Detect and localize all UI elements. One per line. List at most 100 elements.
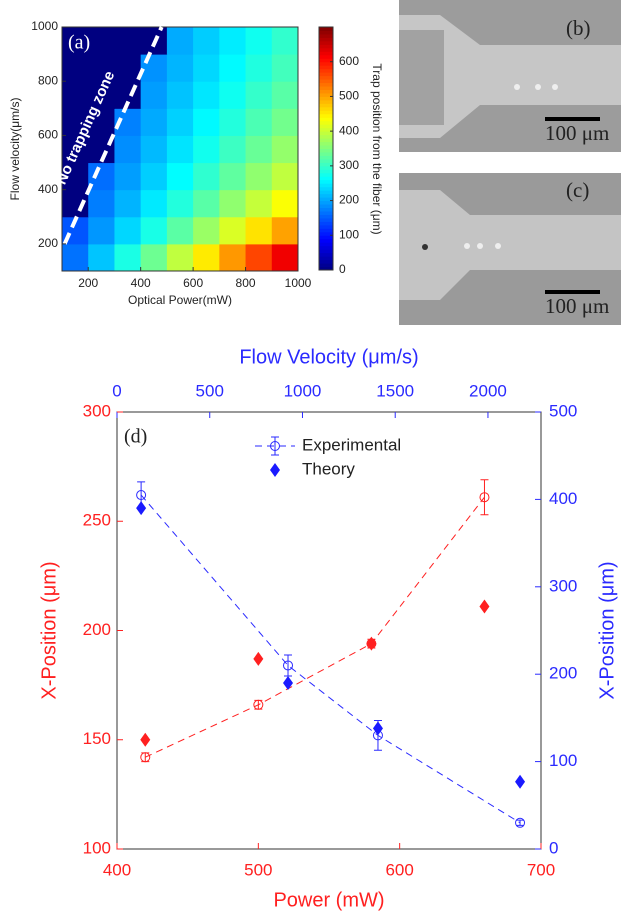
colorbar-segment — [319, 27, 333, 31]
colorbar-segment — [319, 124, 333, 129]
colorbar-segment — [319, 75, 333, 80]
heatmap-cell — [219, 162, 247, 191]
particle — [535, 84, 541, 90]
heatmap-cell — [166, 243, 194, 272]
channel — [399, 15, 621, 138]
circle-marker — [515, 817, 526, 828]
heatmap-cell — [114, 27, 142, 55]
colorbar-segment — [319, 259, 333, 264]
heatmap-cell — [271, 27, 299, 55]
colorbar-segment — [319, 162, 333, 167]
x-tick-label: 200 — [78, 276, 98, 290]
scale-label: 100 μm — [545, 294, 609, 318]
heatmap-cell — [271, 243, 299, 272]
colorbar-segment — [319, 120, 333, 125]
colorbar-segment — [319, 155, 333, 160]
y-tick-label: 800 — [38, 73, 58, 87]
heatmap-cell — [219, 81, 247, 109]
heatmap-cell — [88, 108, 115, 136]
colorbar-segment — [319, 47, 333, 52]
heatmap-cell — [245, 135, 273, 164]
heatmap-cell — [193, 243, 220, 272]
circle-marker — [253, 699, 264, 710]
legend-marker — [270, 441, 280, 451]
heatmap-cell — [62, 108, 89, 136]
colorbar-segment — [319, 61, 333, 66]
heatmap-cell — [140, 243, 168, 272]
particle — [464, 243, 470, 249]
heatmap-cell — [193, 54, 220, 82]
heatmap-cell — [193, 135, 220, 164]
diamond-marker — [366, 636, 377, 651]
colorbar-segment — [319, 89, 333, 94]
colorbar-segment — [319, 145, 333, 149]
x-tick-label: 400 — [103, 860, 131, 879]
colorbar-tick-label: 500 — [339, 89, 359, 103]
boundary-line — [62, 26, 164, 245]
heatmap-cell — [245, 27, 273, 55]
heatmap-cell — [88, 81, 115, 109]
colorbar-label: Trap position from the fiber (μm) — [370, 63, 384, 234]
colorbar-segment — [319, 79, 333, 84]
colorbar-tick-label: 400 — [339, 123, 359, 137]
diamond-marker — [136, 501, 147, 516]
y-axis-label: Flow velocity(μm/s) — [8, 98, 22, 201]
heatmap-cell — [219, 135, 247, 164]
micrograph-b — [399, 0, 621, 152]
y2-tick-label: 300 — [549, 576, 577, 595]
y-tick-label: 200 — [38, 236, 58, 250]
channel — [399, 190, 621, 300]
colorbar-segment — [319, 186, 333, 191]
x-tick-label: 1000 — [285, 276, 312, 290]
y-tick-label: 400 — [38, 182, 58, 196]
colorbar-tick-label: 200 — [339, 193, 359, 207]
colorbar-segment — [319, 40, 333, 45]
colorbar-segment — [319, 242, 333, 247]
legend-label: Experimental — [302, 435, 401, 454]
heatmap-cell — [245, 243, 273, 272]
heatmap-cell — [62, 135, 89, 164]
heatmap-cell — [219, 54, 247, 82]
colorbar-segment — [319, 221, 333, 226]
heatmap-cell — [271, 216, 299, 245]
colorbar-segment — [319, 51, 333, 56]
colorbar-segment — [319, 131, 333, 136]
y-tick-label: 100 — [83, 838, 111, 857]
colorbar-segment — [319, 238, 333, 243]
colorbar-segment — [319, 165, 333, 170]
colorbar-segment — [319, 58, 333, 63]
scale-bar — [545, 290, 600, 294]
heatmap-cell — [62, 243, 89, 272]
heatmap-cell — [271, 108, 299, 136]
heatmap-cell — [166, 189, 194, 218]
error-bar — [480, 479, 489, 516]
colorbar-segment — [319, 200, 333, 205]
colorbar-segment — [319, 127, 333, 132]
legend-label: Theory — [302, 459, 355, 478]
y2-tick-label: 0 — [549, 838, 558, 857]
heatmap-cell — [193, 81, 220, 109]
diamond-marker — [140, 732, 151, 747]
heatmap-cell — [62, 54, 89, 82]
diamond-marker — [372, 721, 383, 736]
heatmap-cell — [62, 81, 89, 109]
heatmap-cell — [166, 108, 194, 136]
colorbar-segment — [319, 183, 333, 188]
circle-marker — [140, 752, 151, 763]
x2-tick-label: 500 — [196, 381, 224, 400]
y-tick-label: 250 — [83, 511, 111, 530]
colorbar-segment — [319, 110, 333, 115]
heatmap-cell — [62, 162, 89, 191]
heatmap-cell — [219, 216, 247, 245]
y2-tick-label: 100 — [549, 751, 577, 770]
heatmap-cell — [88, 189, 115, 218]
diamond-marker — [253, 651, 264, 666]
colorbar-segment — [319, 235, 333, 240]
colorbar-segment — [319, 113, 333, 118]
heatmap-cell — [140, 135, 168, 164]
heatmap-cell — [271, 135, 299, 164]
colorbar-segment — [319, 96, 333, 101]
colorbar-segment — [319, 54, 333, 59]
micrograph-c — [399, 173, 621, 325]
x-tick-label: 700 — [527, 860, 555, 879]
